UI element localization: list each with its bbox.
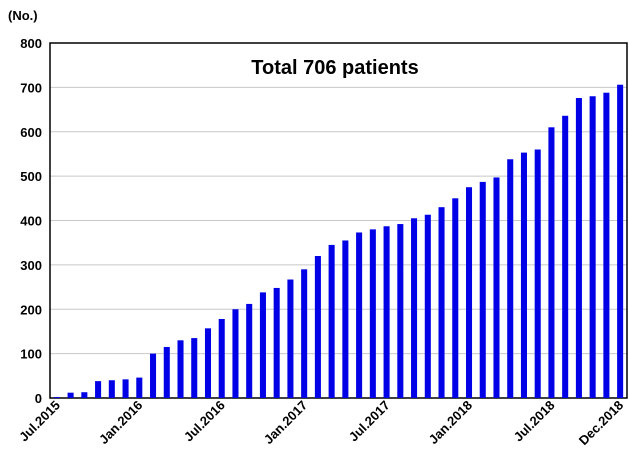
x-tick-label: Dec.2018 (576, 398, 626, 448)
x-tick-label: Jul.2016 (181, 398, 228, 445)
bar (81, 392, 88, 398)
bar (617, 84, 624, 399)
x-tick-label: Jul.2017 (346, 398, 393, 445)
x-tick-label: Jan.2018 (426, 398, 475, 447)
chart-title: Total 706 patients (251, 57, 418, 79)
bar (232, 309, 239, 398)
bar (67, 392, 74, 398)
bar (507, 159, 514, 398)
bar (575, 98, 582, 399)
bar (548, 127, 555, 398)
y-tick-label: 400 (20, 214, 42, 229)
y-axis-label: (No.) (8, 8, 38, 23)
bar (136, 377, 143, 398)
bar (534, 149, 541, 398)
bar (259, 292, 266, 398)
bar (150, 353, 157, 398)
y-tick-label: 700 (20, 80, 42, 95)
bar (493, 177, 500, 398)
plot-frame (49, 42, 628, 399)
bar (122, 379, 129, 398)
bar (95, 381, 102, 398)
y-tick-label: 200 (20, 302, 42, 317)
bar (204, 328, 212, 398)
bar (191, 338, 198, 398)
bar (356, 232, 363, 398)
bar (603, 92, 610, 398)
y-tick-label: 800 (20, 36, 42, 51)
x-tick-label: Jan.2016 (96, 398, 145, 447)
bar (314, 256, 321, 398)
y-tick-label: 300 (20, 258, 42, 273)
bar (108, 380, 115, 398)
bar (301, 269, 308, 398)
bar (438, 207, 445, 398)
bar (163, 346, 170, 398)
bar (273, 287, 280, 398)
bar (246, 303, 253, 398)
y-tick-label: 600 (20, 125, 42, 140)
bar (177, 340, 184, 398)
bar (424, 214, 431, 398)
x-tick-label: Jan.2017 (261, 398, 310, 447)
bar (562, 115, 569, 399)
bar (342, 240, 349, 398)
bar (383, 226, 390, 398)
y-tick-label: 100 (20, 347, 42, 362)
bar (397, 224, 404, 398)
bar (369, 229, 376, 398)
x-tick-label: Jul.2018 (511, 398, 558, 445)
bar (589, 96, 596, 398)
bar (479, 181, 486, 398)
bar (287, 279, 294, 398)
bar (411, 218, 418, 398)
bar (452, 198, 459, 398)
bar (465, 187, 473, 398)
bar (520, 152, 527, 398)
y-tick-label: 0 (35, 391, 42, 406)
bar (328, 244, 335, 398)
bar (53, 397, 60, 398)
y-tick-label: 500 (20, 169, 42, 184)
bar (218, 319, 225, 398)
